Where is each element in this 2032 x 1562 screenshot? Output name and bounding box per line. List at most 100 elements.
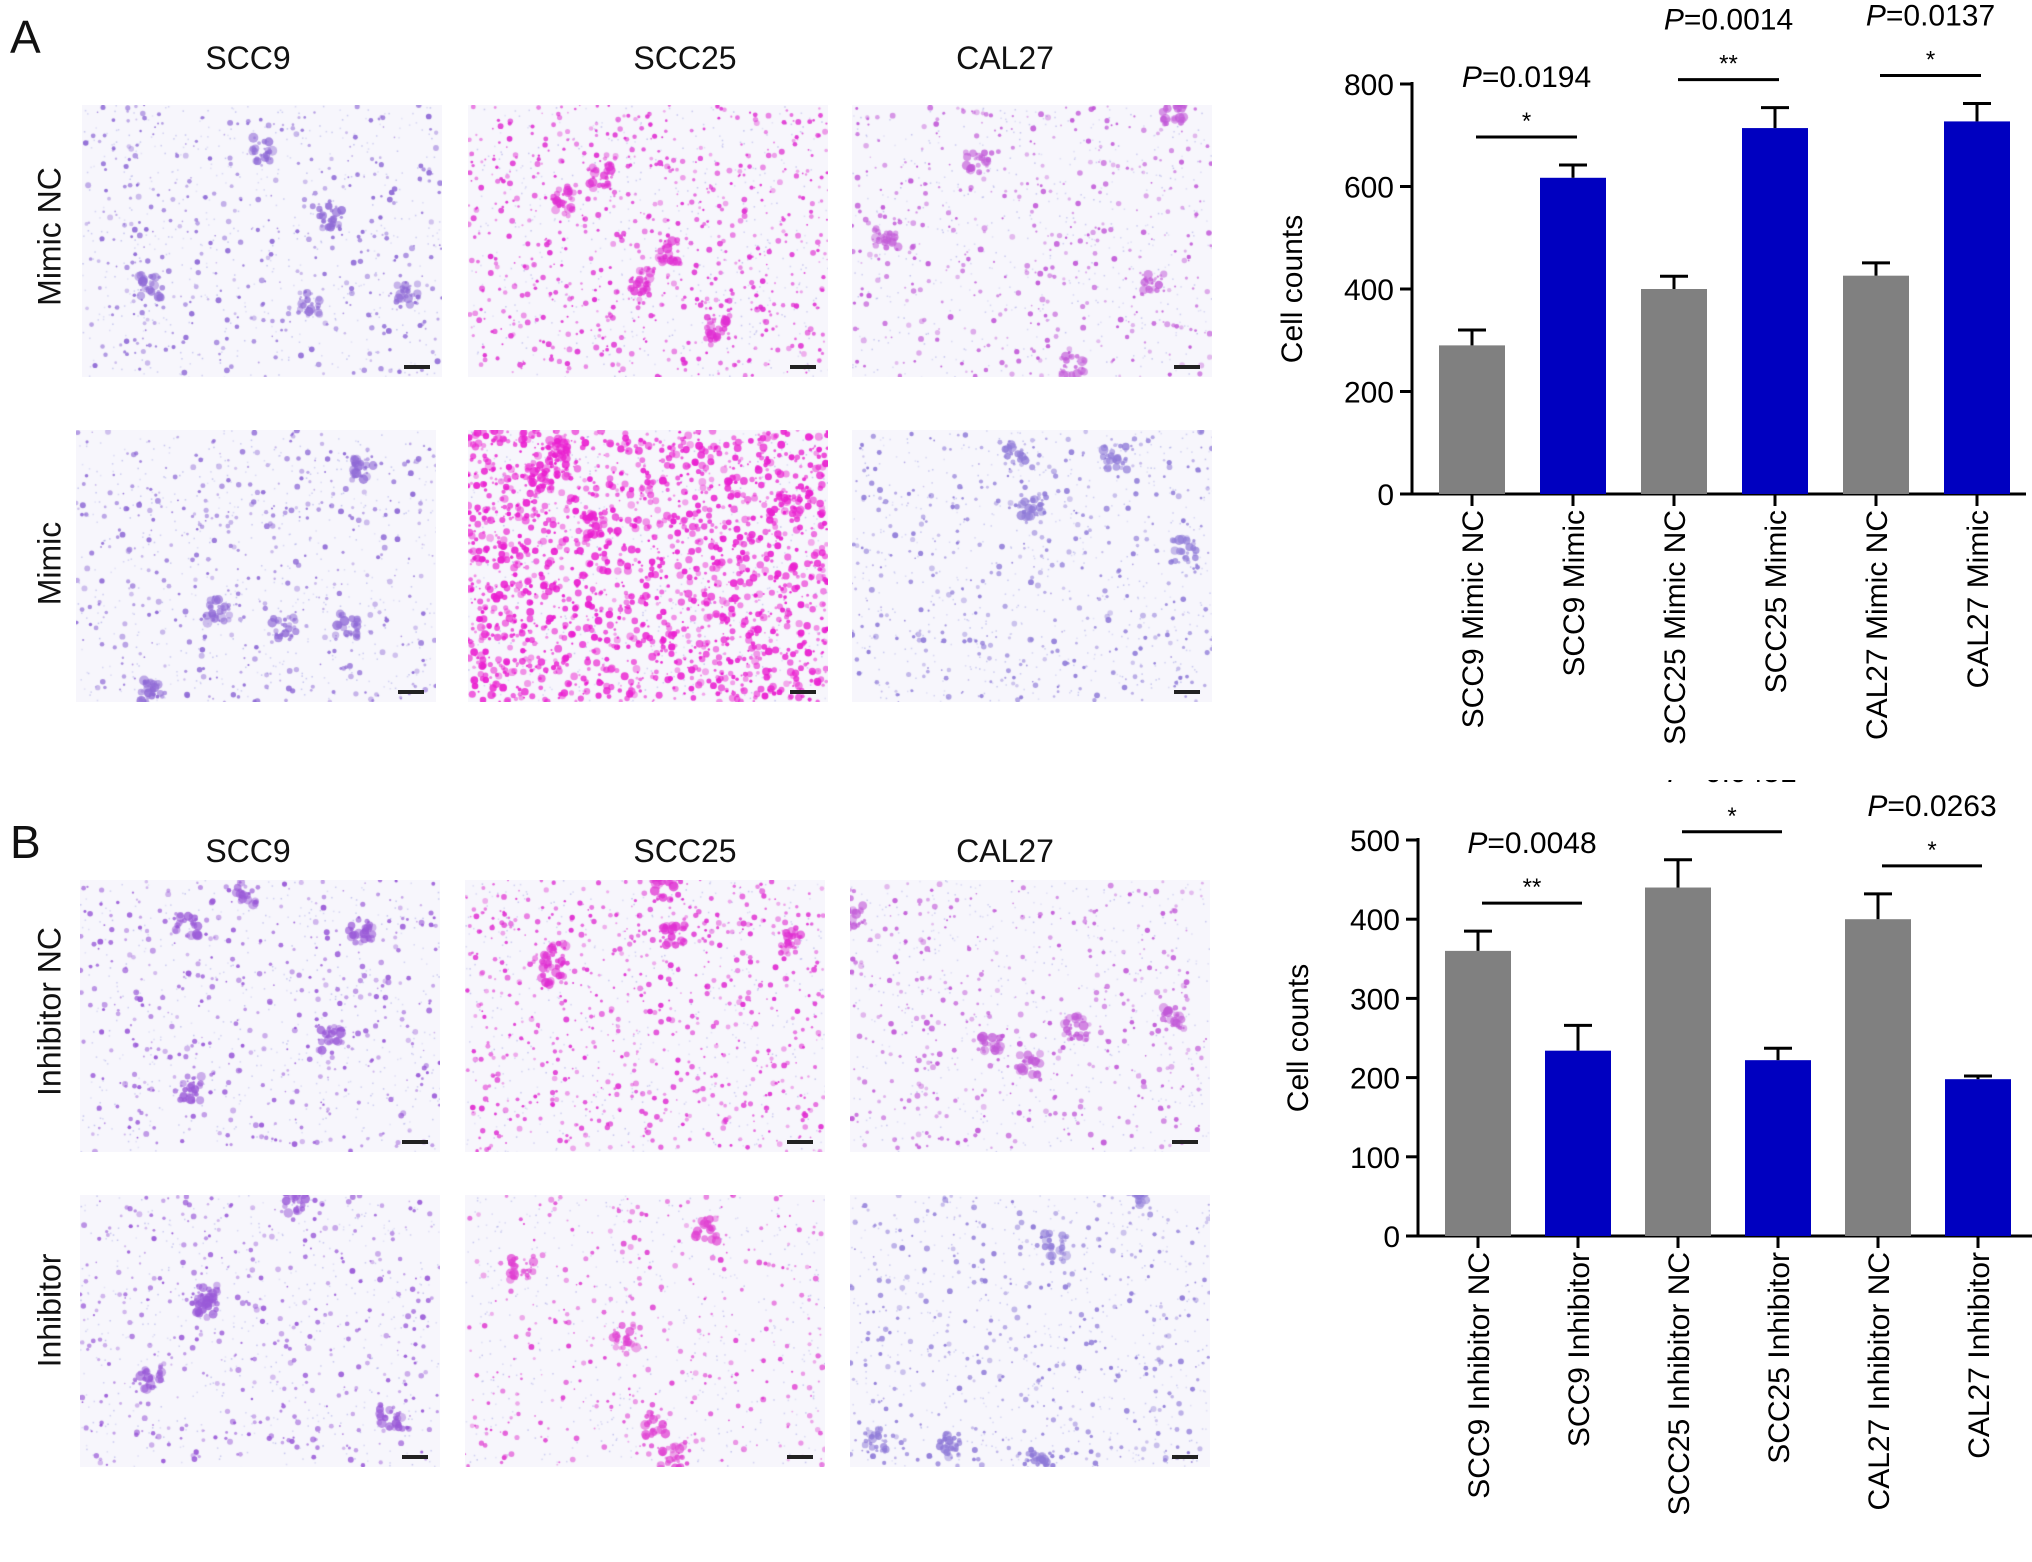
row-label-mimic: Mimic [31, 521, 68, 606]
column-label-cal27-a: CAL27 [956, 40, 1054, 76]
micrograph-canvas [468, 105, 828, 377]
micrograph-canvas [850, 880, 1210, 1152]
x-tick-label: SCC9 Inhibitor NC [1463, 1252, 1496, 1499]
x-tick-label: CAL27 Inhibitor NC [1863, 1252, 1896, 1510]
panel-letter-b: B [10, 816, 41, 868]
bar [1944, 121, 2010, 494]
bar-chart-mimic: 0 200 400 600 800 Cell counts SCC9 Mimic NC SCC… [1270, 0, 2032, 780]
y-tick-label: 800 [1344, 69, 1394, 102]
micrograph-cal27-mimic [852, 430, 1212, 702]
y-tick-label: 500 [1350, 825, 1400, 858]
scale-bar [398, 690, 424, 694]
x-tick-label: CAL27 Inhibitor [1963, 1252, 1996, 1459]
y-tick-label: 200 [1344, 377, 1394, 410]
y-tick-label: 400 [1350, 904, 1400, 937]
column-label-scc9-a: SCC9 [205, 40, 291, 76]
bar [1445, 950, 1511, 1236]
significance-stars: ** [1719, 51, 1738, 78]
p-symbol: P [1467, 827, 1487, 860]
x-tick-label: CAL27 Mimic NC [1861, 510, 1894, 740]
p-value: =0.0048 [1487, 827, 1596, 860]
bar [1742, 128, 1808, 494]
p-value-label: P=0.0014 [1664, 4, 1793, 37]
bar [1945, 1079, 2011, 1236]
micrograph-scc25-mimic [468, 430, 828, 702]
bar [1645, 887, 1711, 1236]
p-value-label: P=0.0194 [1462, 61, 1591, 94]
x-tick-label: SCC9 Mimic NC [1457, 510, 1490, 728]
p-value: =0.0014 [1684, 4, 1793, 37]
p-symbol: P [1867, 790, 1887, 823]
bar [1641, 289, 1707, 494]
scale-bar [402, 1140, 428, 1144]
micrograph-scc25-inhibitor [465, 1195, 825, 1467]
scale-bar [404, 365, 430, 369]
p-value: =0.0451 [1687, 780, 1796, 789]
p-symbol: P [1462, 61, 1482, 94]
bar-chart-inhibitor: 0 100 200 300 400 500 Cell counts SCC9 Inhibito… [1270, 780, 2032, 1562]
p-value-label: P=0.0451 [1667, 780, 1796, 789]
scale-bar [787, 1455, 813, 1459]
y-tick-label: 300 [1350, 983, 1400, 1016]
y-axis-title: Cell counts [1282, 964, 1315, 1112]
column-label-cal27-b: CAL27 [956, 833, 1054, 869]
row-label-inhibitor-nc: Inhibitor NC [31, 927, 68, 1096]
x-tick-label: SCC9 Mimic [1558, 510, 1591, 677]
p-value: =0.0263 [1887, 790, 1996, 823]
micrograph-scc9-mimic-nc [82, 105, 442, 377]
y-tick-label: 600 [1344, 172, 1394, 205]
significance-stars: * [1927, 837, 1936, 864]
micrograph-canvas [465, 1195, 825, 1467]
p-symbol: P [1866, 0, 1886, 32]
significance-stars: * [1522, 108, 1531, 135]
micrograph-cal27-inhibitor [850, 1195, 1210, 1467]
bar-chart-svg: 0 100 200 300 400 500 Cell counts SCC9 Inhibito… [1282, 780, 2032, 1515]
micrograph-scc25-mimic-nc [468, 105, 828, 377]
micrograph-canvas [850, 1195, 1210, 1467]
x-tick-label: SCC9 Inhibitor [1563, 1252, 1596, 1447]
scale-bar [402, 1455, 428, 1459]
panel-letter-a: A [10, 11, 41, 63]
scale-bar [1174, 690, 1200, 694]
micrograph-scc9-inhibitor [80, 1195, 440, 1467]
y-tick-label: 0 [1383, 1221, 1400, 1254]
micrograph-canvas [852, 430, 1212, 702]
micrograph-scc9-mimic [76, 430, 436, 702]
bar [1540, 177, 1606, 494]
micrograph-canvas [80, 880, 440, 1152]
p-value-label: P=0.0137 [1866, 0, 1995, 32]
p-value: =0.0137 [1886, 0, 1995, 32]
p-value: =0.0194 [1482, 61, 1591, 94]
x-tick-label: SCC25 Mimic [1760, 510, 1793, 693]
scale-bar [1172, 1455, 1198, 1459]
x-tick-label: SCC25 Inhibitor NC [1663, 1252, 1696, 1515]
column-label-scc25-b: SCC25 [633, 833, 737, 869]
column-label-scc25-a: SCC25 [633, 40, 737, 76]
y-tick-label: 0 [1377, 479, 1394, 512]
y-axis-title: Cell counts [1276, 215, 1309, 363]
micrograph-canvas [82, 105, 442, 377]
bar [1545, 1050, 1611, 1236]
bar [1439, 345, 1505, 494]
scale-bar [1172, 1140, 1198, 1144]
x-tick-label: SCC25 Inhibitor [1763, 1252, 1796, 1464]
micrograph-scc9-inhibitor-nc [80, 880, 440, 1152]
micrograph-cal27-inhibitor-nc [850, 880, 1210, 1152]
scale-bar [790, 690, 816, 694]
bar-chart-svg: 0 200 400 600 800 Cell counts SCC9 Mimic NC SCC… [1276, 0, 2026, 745]
significance-stars: ** [1523, 874, 1542, 901]
p-symbol: P [1664, 4, 1684, 37]
p-symbol: P [1667, 780, 1687, 789]
micrograph-canvas [852, 105, 1212, 377]
y-tick-label: 100 [1350, 1142, 1400, 1175]
column-label-scc9-b: SCC9 [205, 833, 291, 869]
scale-bar [790, 365, 816, 369]
micrograph-cal27-mimic-nc [852, 105, 1212, 377]
micrograph-scc25-inhibitor-nc [465, 880, 825, 1152]
p-value-label: P=0.0263 [1867, 790, 1996, 823]
row-label-inhibitor: Inhibitor [31, 1253, 68, 1368]
scale-bar [787, 1140, 813, 1144]
micrograph-canvas [76, 430, 436, 702]
significance-stars: * [1926, 46, 1935, 73]
bar [1845, 919, 1911, 1236]
